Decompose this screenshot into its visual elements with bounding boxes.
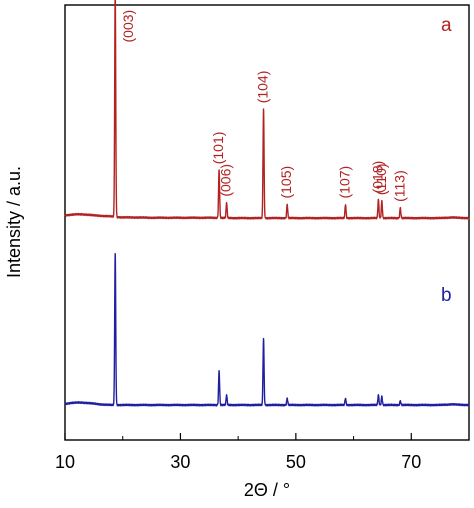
series-b-line [64, 252, 470, 407]
peak-label: (101) [210, 132, 226, 165]
series-b-label: b [441, 285, 452, 306]
peak-label: (110) [373, 163, 389, 195]
x-tick-label: 50 [286, 452, 306, 472]
peak-label: (003) [120, 10, 136, 43]
series-layer [64, 0, 470, 407]
peak-labels: (003) (101)(006) (104) (105) (107) (018)(110)… [120, 10, 407, 202]
plot-frame [64, 4, 470, 441]
peak-label: (107) [336, 166, 352, 199]
peak-label: (006) [218, 164, 234, 197]
y-axis-label: Intensity / a.u. [4, 166, 24, 278]
x-axis-ticks: 10 30 50 70 [55, 433, 421, 472]
peak-label: (105) [278, 166, 294, 199]
x-tick-label: 70 [401, 452, 421, 472]
peak-label: (113) [391, 170, 407, 202]
peak-label: (104) [255, 71, 271, 104]
series-a-label: a [441, 15, 452, 36]
x-axis-label: 2Θ / ° [244, 480, 290, 500]
peak-label: (018) [369, 161, 385, 194]
x-tick-label: 30 [170, 452, 190, 472]
series-a-line [64, 0, 470, 220]
x-tick-label: 10 [55, 452, 75, 472]
